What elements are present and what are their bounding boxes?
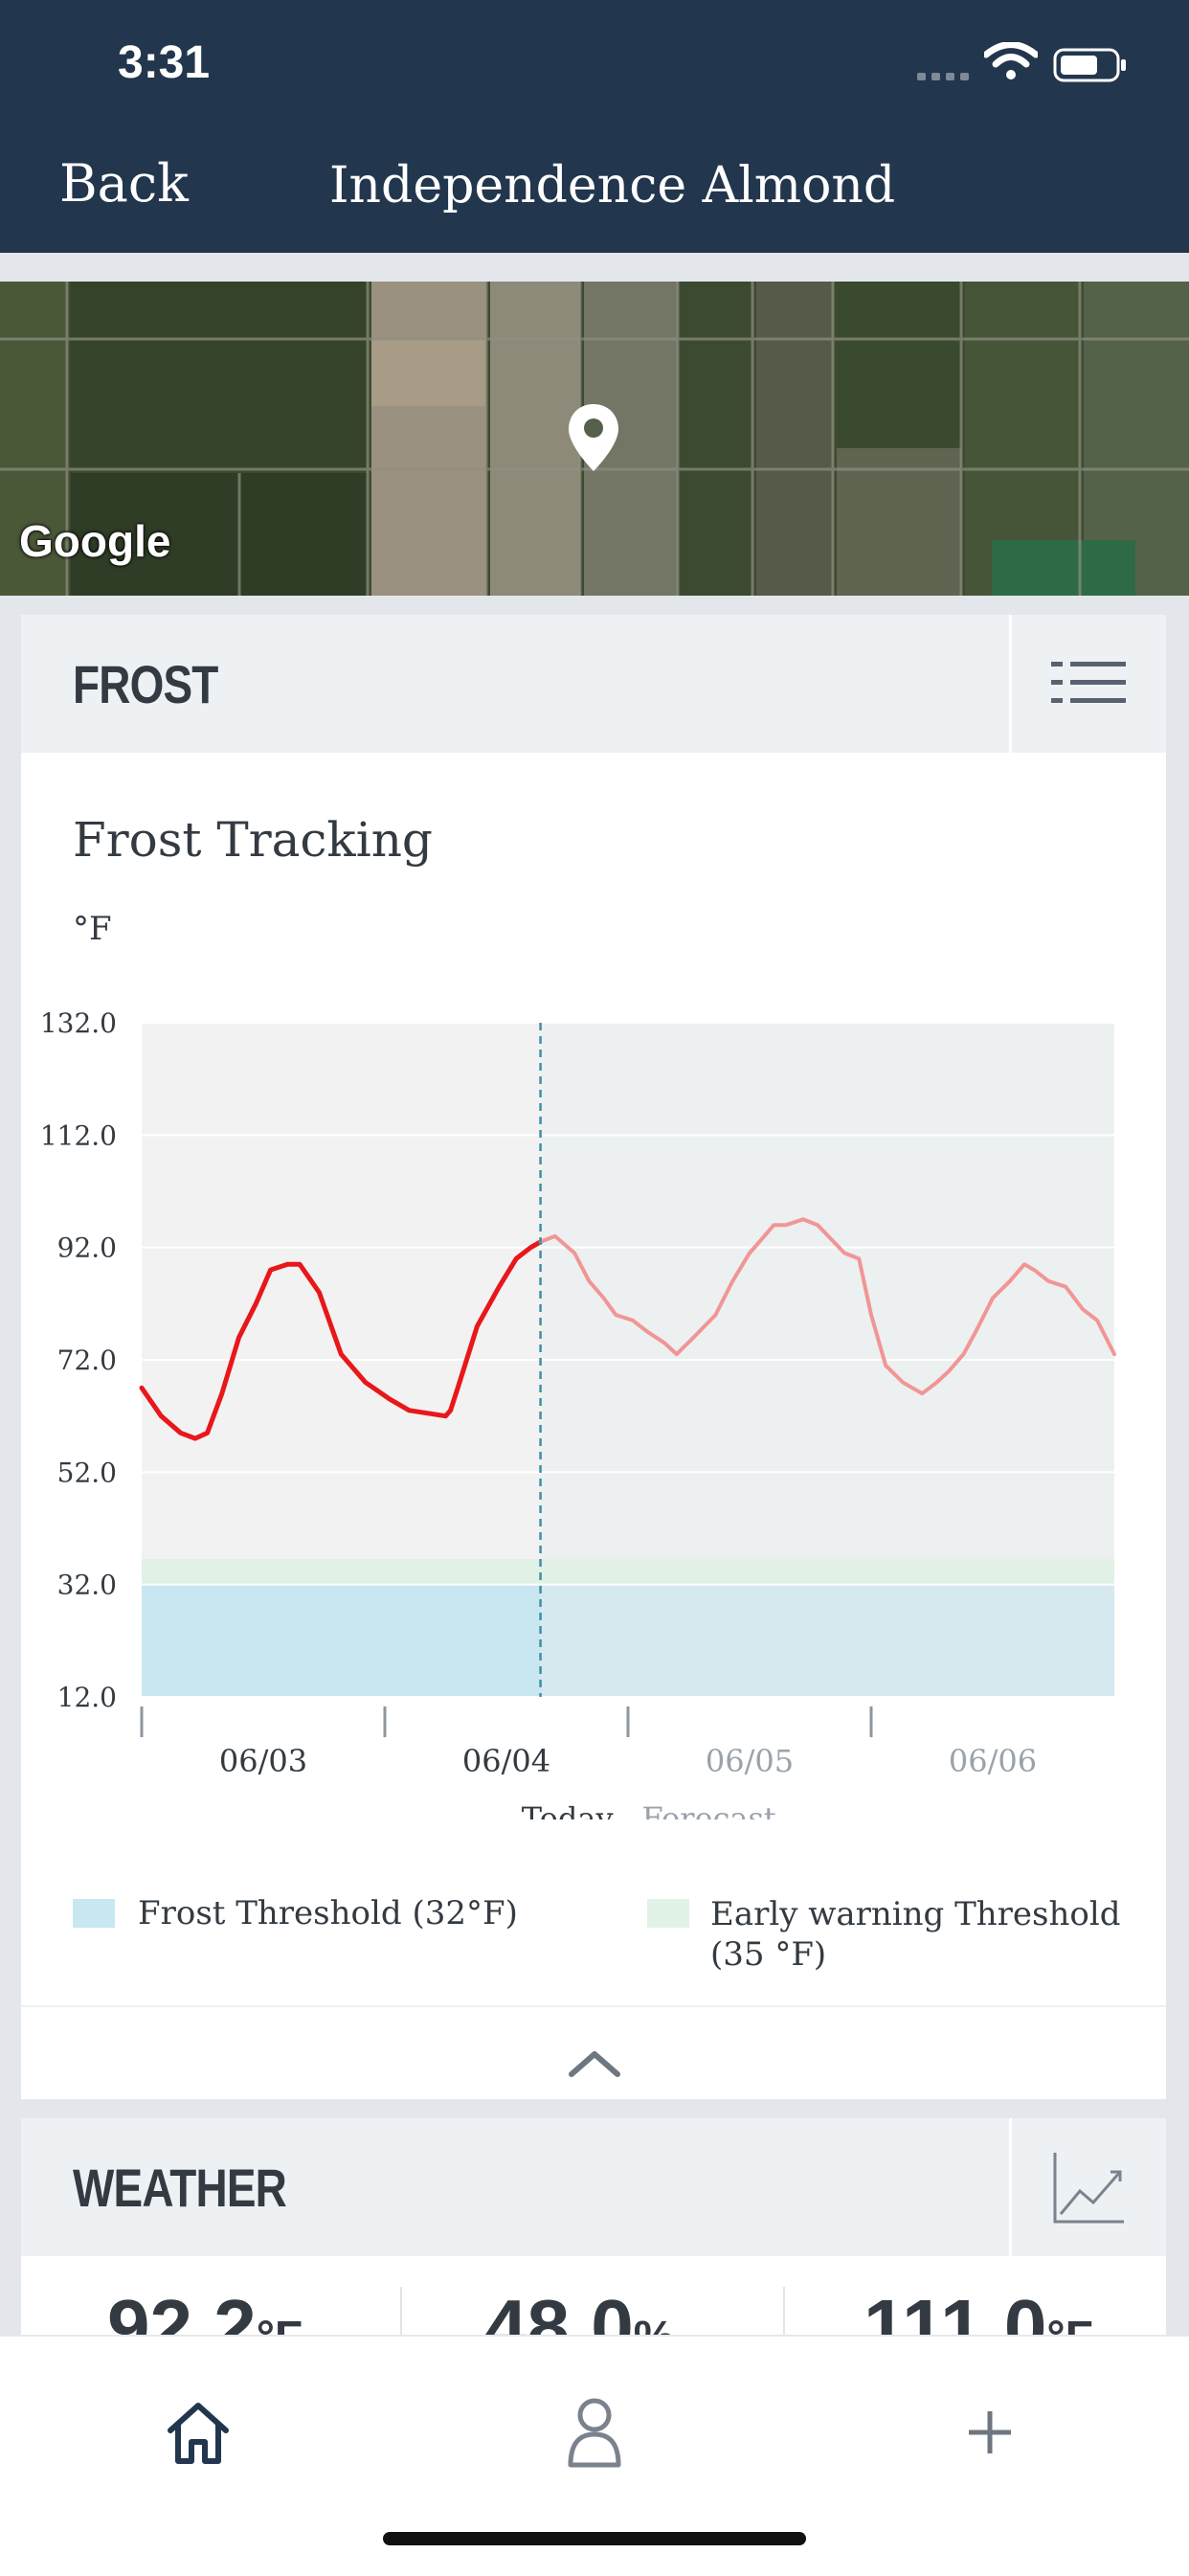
page-title: Independence Almond (329, 157, 896, 215)
observed-temperature-line (139, 1239, 544, 1441)
x-tick-label: 06/06 (949, 1743, 1037, 1779)
app-header (0, 0, 1189, 253)
frost-band-forecast (540, 1584, 1114, 1697)
heat-index-unit: °F (1046, 2313, 1093, 2339)
frost-section-label: FROST (73, 654, 218, 714)
weather-temperature: 92.2°F (107, 2283, 303, 2339)
forecast-label: Forecast (642, 1800, 776, 1819)
y-tick-label: 52.0 (57, 1457, 117, 1488)
chart-unit-label: °F (73, 910, 112, 948)
weather-section-label: WEATHER (73, 2158, 287, 2218)
y-tick-label: 72.0 (57, 1344, 117, 1376)
frost-card-divider (21, 2005, 1166, 2007)
weather-card-header: WEATHER (21, 2118, 1166, 2256)
frost-tracking-title: Frost Tracking (73, 812, 433, 868)
weather-divider (783, 2287, 785, 2339)
y-tick-label: 32.0 (57, 1570, 117, 1601)
frost-threshold-legend: Frost Threshold (32°F) (138, 1894, 518, 1932)
temperature-value: 92.2 (107, 2284, 257, 2339)
weather-card: WEATHER 92.2°F 48.0% 111.0°F (21, 2118, 1166, 2339)
header-divider (1009, 2118, 1012, 2256)
frost-chart: 132.0 112.0 92.0 72.0 52.0 32.0 12.0 06/03 06/0… (40, 1007, 1116, 1819)
home-icon[interactable] (165, 2400, 232, 2467)
profile-icon[interactable] (567, 2396, 622, 2469)
add-icon[interactable] (967, 2409, 1013, 2455)
frost-card-header: FROST (21, 615, 1166, 753)
satellite-map[interactable] (0, 282, 1189, 596)
back-button[interactable]: Back (59, 153, 189, 214)
wifi-icon (984, 42, 1038, 79)
x-tick-label: 06/05 (706, 1743, 794, 1779)
battery-icon (1053, 48, 1126, 82)
early-warning-band (142, 1559, 1114, 1585)
weather-heat-index: 111.0°F (864, 2283, 1093, 2339)
location-pin-icon[interactable] (567, 402, 620, 473)
y-tick-label: 132.0 (40, 1007, 117, 1039)
trend-chart-icon[interactable] (1051, 2151, 1126, 2226)
frost-band-observed (142, 1584, 541, 1697)
humidity-unit: % (633, 2313, 675, 2339)
today-label: Today (522, 1800, 614, 1819)
x-tick-label: 06/04 (462, 1743, 550, 1779)
status-time: 3:31 (118, 37, 211, 88)
home-indicator (383, 2532, 806, 2545)
early-warning-swatch (647, 1899, 689, 1928)
collapse-chevron-icon[interactable] (569, 2049, 620, 2078)
frost-threshold-swatch (73, 1899, 115, 1928)
humidity-value: 48.0 (484, 2284, 634, 2339)
forecast-temperature-line (538, 1217, 1116, 1396)
x-tick-label: 06/03 (219, 1743, 307, 1779)
weather-divider (400, 2287, 402, 2339)
y-tick-label: 92.0 (57, 1232, 117, 1264)
y-tick-label: 12.0 (57, 1682, 117, 1713)
heat-index-value: 111.0 (864, 2284, 1047, 2339)
weather-humidity: 48.0% (484, 2283, 674, 2339)
early-warning-legend: Early warning Threshold (35 °F) (710, 1895, 1121, 1974)
cellular-signal-icon (917, 73, 969, 80)
header-divider (1009, 615, 1012, 753)
google-logo: Google (19, 516, 171, 566)
list-icon[interactable] (1051, 658, 1126, 708)
y-tick-label: 112.0 (40, 1119, 117, 1151)
temperature-unit: °F (256, 2313, 303, 2339)
